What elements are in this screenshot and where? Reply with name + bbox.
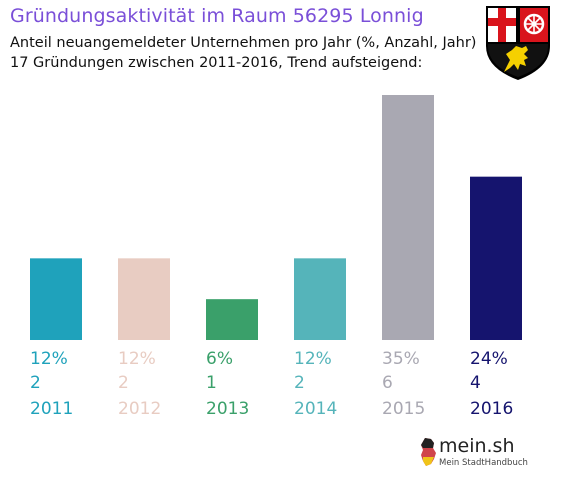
percent-label-2014: 12%	[294, 349, 332, 369]
count-label-2012: 2	[118, 373, 129, 393]
bar-2012	[118, 258, 170, 340]
year-label-2013: 2013	[206, 399, 249, 419]
percent-label-2016: 24%	[470, 349, 508, 369]
chart-subtitle-line1: Anteil neuangemeldeter Unternehmen pro J…	[10, 35, 477, 51]
bar-2015	[382, 95, 434, 340]
bar-2016	[470, 176, 522, 340]
year-label-2016: 2016	[470, 399, 513, 419]
coat-of-arms-icon	[486, 6, 550, 80]
year-label-2014: 2014	[294, 399, 337, 419]
germany-map-icon	[421, 438, 436, 466]
logo-tagline: Mein StadtHandbuch	[439, 458, 528, 468]
count-label-2011: 2	[30, 373, 41, 393]
percent-label-2013: 6%	[206, 349, 233, 369]
percent-label-2012: 12%	[118, 349, 156, 369]
bar-2011	[30, 258, 82, 340]
count-label-2013: 1	[206, 373, 217, 393]
year-label-2015: 2015	[382, 399, 425, 419]
year-label-2011: 2011	[30, 399, 73, 419]
year-label-2012: 2012	[118, 399, 161, 419]
count-label-2016: 4	[470, 373, 481, 393]
mein-sh-logo: mein.sh Mein StadtHandbuch	[417, 433, 557, 477]
percent-label-2015: 35%	[382, 349, 420, 369]
percent-label-2011: 12%	[30, 349, 68, 369]
count-label-2015: 6	[382, 373, 393, 393]
logo-name: mein.sh	[439, 435, 515, 457]
chart-subtitle-line2: 17 Gründungen zwischen 2011-2016, Trend …	[10, 55, 423, 71]
chart-title: Gründungsaktivität im Raum 56295 Lonnig	[10, 5, 424, 27]
bar-2014	[294, 258, 346, 340]
bar-2013	[206, 299, 258, 340]
count-label-2014: 2	[294, 373, 305, 393]
